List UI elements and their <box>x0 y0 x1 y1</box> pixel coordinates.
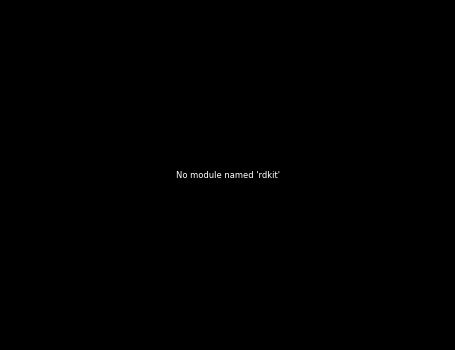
Text: No module named 'rdkit': No module named 'rdkit' <box>176 170 279 180</box>
